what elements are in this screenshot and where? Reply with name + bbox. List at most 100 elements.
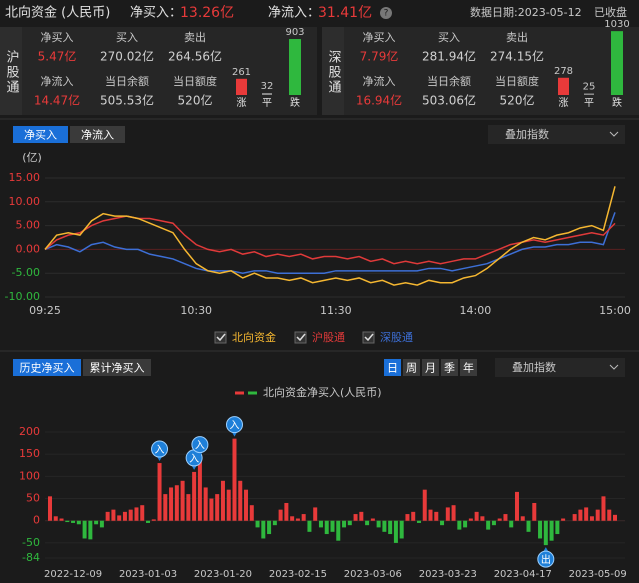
bar [215, 494, 220, 521]
tab[interactable] [422, 359, 439, 376]
breadth-bar [289, 39, 301, 95]
net-buy-value: 13.26亿 [180, 5, 234, 21]
bar [474, 511, 479, 521]
breadth-label: 涨 [237, 97, 247, 109]
legend-checkbox[interactable] [362, 331, 375, 344]
x-tick-label: 11:30 [320, 304, 352, 317]
legend-checkbox[interactable] [294, 331, 307, 344]
bar [290, 516, 295, 521]
bar [255, 520, 260, 528]
x-tick-label: 2023-02-15 [269, 569, 327, 580]
signal-badge[interactable] [225, 416, 243, 434]
breadth-bar [558, 77, 569, 95]
tab[interactable] [83, 359, 151, 376]
field-label: 卖出 [506, 30, 528, 44]
signal-label: 入 [155, 445, 165, 456]
tab-label: 年 [463, 361, 474, 375]
bar [82, 520, 87, 539]
dropdown-label: 叠加指数 [512, 360, 556, 374]
y-tick-label: 10.00 [9, 195, 41, 208]
panel-name-strip [0, 27, 22, 115]
signal-badge[interactable] [191, 436, 209, 454]
panel-name: 沪股通 [4, 49, 20, 95]
field-value: 264.56亿 [168, 49, 222, 64]
field-label: 买入 [438, 31, 460, 44]
bar [330, 520, 335, 532]
bar [267, 520, 272, 535]
y-unit: (亿) [22, 151, 42, 164]
field-value: 503.06亿 [422, 93, 476, 108]
field-label: 买入 [116, 31, 138, 44]
signal-label: 入 [189, 454, 199, 465]
x-tick-label: 2023-01-03 [119, 569, 177, 580]
x-tick-label: 2023-05-09 [569, 569, 627, 580]
bar [526, 520, 531, 532]
bar [365, 520, 370, 526]
tab[interactable] [441, 359, 458, 376]
bar [65, 520, 70, 523]
bar [174, 485, 179, 521]
signal-badge[interactable] [537, 550, 555, 568]
bar [53, 516, 58, 521]
x-tick-label: 2023-03-06 [344, 569, 402, 580]
dropdown-chevron [609, 364, 619, 370]
bar [59, 518, 64, 521]
bar [463, 520, 468, 528]
bar [342, 520, 347, 528]
field-label: 净流入 [363, 74, 396, 88]
bar [532, 502, 537, 521]
legend-check [364, 333, 374, 342]
signal-badge[interactable] [151, 440, 169, 458]
x-tick-label: 2023-01-20 [194, 569, 252, 580]
panel-name-strip [322, 27, 344, 115]
legend-check [296, 333, 306, 342]
net-inflow-label: 净流入： [268, 6, 320, 21]
bar [399, 520, 404, 539]
bar [180, 480, 185, 521]
bar [555, 520, 560, 535]
breadth-value: 903 [285, 27, 304, 38]
bar [151, 519, 156, 521]
bar [209, 498, 214, 521]
tab[interactable] [460, 359, 477, 376]
field-label: 净流入 [41, 74, 74, 88]
tab[interactable] [70, 126, 125, 143]
breadth-label: 跌 [612, 96, 622, 109]
tab[interactable] [13, 126, 68, 143]
bar [313, 507, 318, 521]
field-value: 274.15亿 [490, 49, 544, 64]
legend-checkbox[interactable] [214, 331, 227, 344]
bar [99, 520, 104, 528]
line-series [44, 212, 616, 274]
tab[interactable] [384, 359, 401, 376]
bar [468, 518, 473, 521]
bar [272, 520, 277, 526]
bar [88, 520, 93, 540]
field-value: 16.94亿 [356, 93, 402, 108]
x-tick-label: 15:00 [599, 304, 631, 317]
panel [0, 27, 317, 115]
bar [244, 489, 249, 521]
bar [192, 471, 197, 521]
bar [347, 520, 352, 526]
tab-label: 月 [425, 362, 436, 375]
breadth-bar [611, 31, 623, 95]
tab[interactable] [403, 359, 420, 376]
bar [509, 520, 514, 528]
date: 数据日期:2023-05-12 [470, 5, 582, 19]
field-label: 当日余额 [105, 74, 149, 88]
tab[interactable] [13, 359, 81, 376]
net-buy-label: 净买入： [130, 6, 182, 21]
bar [232, 438, 237, 521]
bar [295, 518, 300, 521]
help-icon[interactable] [380, 7, 392, 19]
dropdown[interactable] [495, 358, 625, 377]
bar [497, 518, 502, 521]
breadth-label: 跌 [290, 96, 300, 109]
dropdown[interactable] [488, 125, 625, 144]
bar [440, 520, 445, 526]
panel [322, 27, 639, 115]
bar [278, 509, 283, 521]
bar [163, 494, 168, 521]
